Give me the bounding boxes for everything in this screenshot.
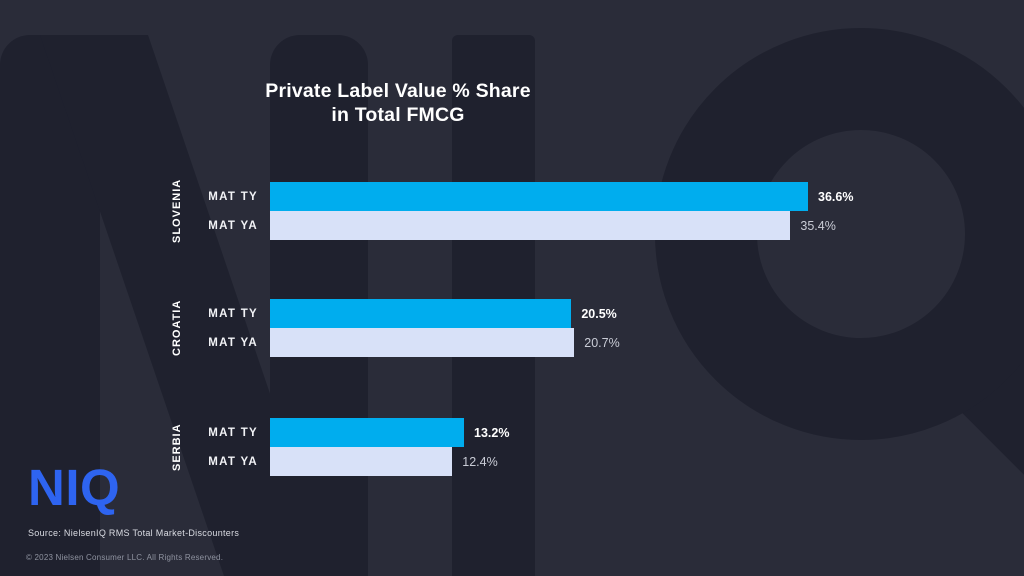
chart-title-line1: Private Label Value % Share: [265, 80, 531, 102]
bar-slovenia-mat-ya: [270, 211, 791, 240]
copyright-note: © 2023 Nielsen Consumer LLC. All Rights …: [26, 553, 224, 562]
data-label-serbia-mat-ty: 13.2%: [474, 425, 510, 440]
watermark-letter-q-tail: [916, 296, 1024, 576]
chart-title-line2: in Total FMCG: [331, 103, 465, 126]
bar-track: 13.2%: [270, 418, 858, 447]
bar-track: 35.4%: [270, 211, 858, 240]
bar-serbia-mat-ya: [270, 447, 453, 476]
bar-slovenia-mat-ty: [270, 182, 809, 211]
data-label-croatia-mat-ty: 20.5%: [581, 306, 617, 321]
category-label-slovenia: SLOVENIA: [171, 178, 183, 244]
data-label-slovenia-mat-ya: 35.4%: [800, 218, 836, 233]
data-label-slovenia-mat-ty: 36.6%: [818, 189, 854, 204]
series-label-mat-ya: MAT YA: [208, 336, 258, 349]
bar-croatia-mat-ya: [270, 328, 575, 357]
chart-title: Private Label Value % Share in Total FMC…: [198, 80, 598, 128]
bar-row-slovenia-mat-ya: MAT YA 35.4%: [186, 211, 858, 240]
bar-row-croatia-mat-ya: MAT YA 20.7%: [186, 328, 858, 357]
niq-logo: NIQ: [28, 459, 121, 516]
category-label-serbia: SERBIA: [171, 423, 183, 471]
series-label-mat-ty: MAT TY: [208, 426, 258, 439]
watermark-letter-n-diagonal: [40, 35, 332, 576]
chart-group-serbia: SERBIA MAT TY 13.2% MAT YA 12.4%: [168, 418, 858, 476]
series-label-mat-ya: MAT YA: [208, 219, 258, 232]
data-label-serbia-mat-ya: 12.4%: [462, 454, 498, 469]
chart-group-croatia: CROATIA MAT TY 20.5% MAT YA 20.7%: [168, 299, 858, 357]
bar-track: 20.7%: [270, 328, 858, 357]
series-label-mat-ty: MAT TY: [208, 190, 258, 203]
bar-track: 20.5%: [270, 299, 858, 328]
bar-row-serbia-mat-ya: MAT YA 12.4%: [186, 447, 858, 476]
watermark-letter-n-left-stem: [0, 35, 100, 576]
data-label-croatia-mat-ya: 20.7%: [584, 335, 620, 350]
chart-group-slovenia: SLOVENIA MAT TY 36.6% MAT YA 35.4%: [168, 178, 858, 244]
bar-serbia-mat-ty: [270, 418, 465, 447]
bar-track: 12.4%: [270, 447, 858, 476]
bar-row-slovenia-mat-ty: MAT TY 36.6%: [186, 182, 858, 211]
bar-track: 36.6%: [270, 182, 858, 211]
series-label-mat-ty: MAT TY: [208, 307, 258, 320]
source-note: Source: NielsenIQ RMS Total Market-Disco…: [28, 528, 240, 538]
category-label-croatia: CROATIA: [171, 299, 183, 357]
bar-row-serbia-mat-ty: MAT TY 13.2%: [186, 418, 858, 447]
series-label-mat-ya: MAT YA: [208, 455, 258, 468]
bar-row-croatia-mat-ty: MAT TY 20.5%: [186, 299, 858, 328]
bar-croatia-mat-ty: [270, 299, 572, 328]
